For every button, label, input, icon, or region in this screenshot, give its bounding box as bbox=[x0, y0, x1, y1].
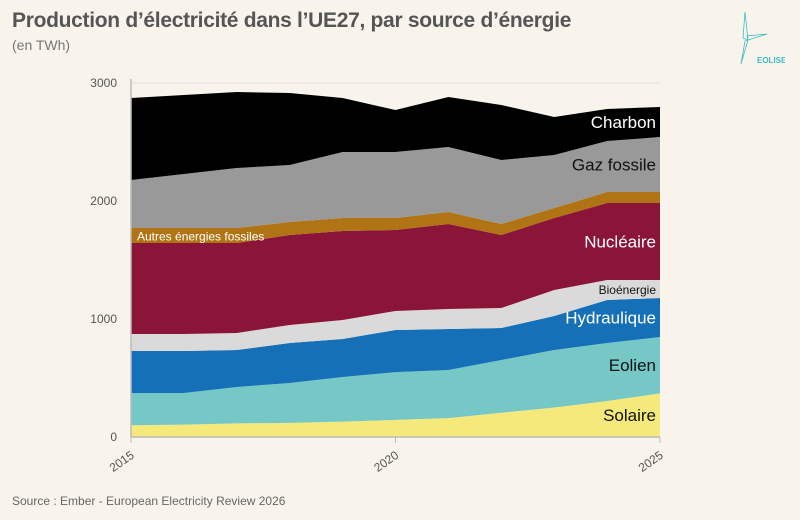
x-tick-label: 2015 bbox=[107, 448, 137, 475]
area-nucléaire bbox=[131, 203, 660, 334]
x-tick-label: 2020 bbox=[371, 448, 401, 475]
series-label: Bioénergie bbox=[599, 283, 657, 297]
area-eolien bbox=[131, 337, 660, 426]
chart-subtitle: (en TWh) bbox=[12, 37, 71, 53]
series-label: Hydraulique bbox=[565, 309, 656, 328]
source-note: Source : Ember - European Electricity Re… bbox=[12, 494, 286, 508]
wind-turbine-icon: EOLISE bbox=[740, 11, 785, 65]
area-hydraulique bbox=[131, 297, 660, 393]
y-tick-label: 3000 bbox=[90, 76, 117, 90]
area-bioénergie bbox=[131, 279, 660, 351]
y-tick-label: 0 bbox=[110, 430, 117, 444]
y-tick-label: 1000 bbox=[90, 312, 117, 326]
area-gaz-fossile bbox=[131, 137, 660, 229]
area-solaire bbox=[131, 393, 660, 437]
y-tick-label: 2000 bbox=[90, 194, 117, 208]
series-label: Gaz fossile bbox=[572, 156, 656, 175]
series-label: Charbon bbox=[591, 113, 656, 132]
chart-title: Production d’électricité dans l’UE27, pa… bbox=[12, 9, 572, 32]
logo-text: EOLISE bbox=[757, 56, 785, 65]
series-label: Solaire bbox=[603, 406, 656, 425]
x-tick-label: 2025 bbox=[636, 448, 666, 475]
series-label: Autres énergies fossiles bbox=[137, 230, 264, 244]
series-label: Nucléaire bbox=[584, 232, 656, 251]
area-charbon bbox=[131, 91, 660, 180]
area-autres-énergies-fossiles bbox=[131, 192, 660, 244]
series-label: Eolien bbox=[609, 356, 656, 375]
